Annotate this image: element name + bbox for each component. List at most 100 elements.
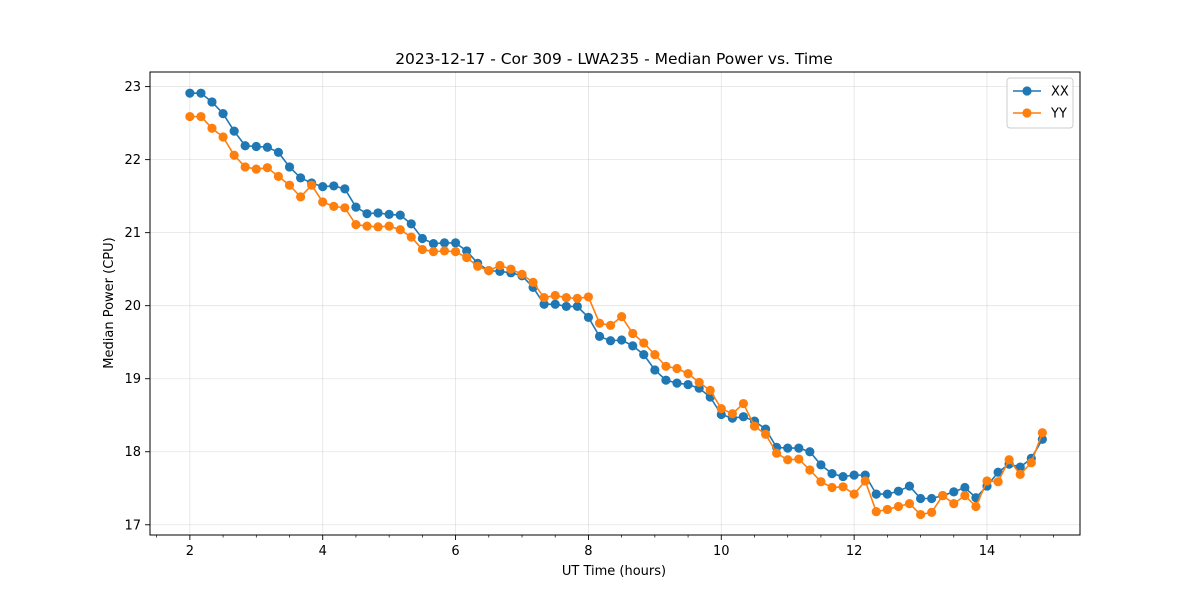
data-point-xx (240, 141, 250, 151)
data-point-xx (196, 88, 206, 98)
data-point-yy (805, 465, 815, 475)
data-point-xx (207, 97, 217, 107)
y-axis-label: Median Power (CPU) (102, 237, 117, 368)
data-point-yy (572, 293, 582, 303)
grid-lines (150, 72, 1080, 535)
data-point-xx (218, 109, 228, 119)
y-axis: 17 18 19 20 21 22 23 (124, 80, 150, 533)
data-point-yy (428, 247, 439, 257)
data-point-xx (783, 443, 793, 453)
data-point-xx (738, 412, 749, 422)
data-point-yy (871, 507, 881, 517)
data-point-xx (572, 301, 582, 312)
x-tick-label: 4 (319, 544, 327, 559)
y-tick-label: 23 (124, 80, 141, 95)
plot-area (185, 88, 1047, 520)
data-point-yy (318, 197, 328, 207)
data-point-yy (783, 455, 793, 465)
data-point-yy (849, 489, 859, 499)
data-point-xx (661, 375, 671, 385)
x-axis-label: UT Time (hours) (562, 564, 666, 579)
data-point-xx (639, 350, 649, 360)
data-point-yy (993, 477, 1003, 487)
data-point-xx (550, 299, 560, 309)
data-point-yy (185, 111, 195, 122)
data-point-yy (417, 244, 427, 255)
data-point-yy (639, 338, 649, 348)
x-tick-label: 6 (451, 544, 459, 559)
data-point-xx (915, 493, 926, 504)
legend-item-yy: YY (1013, 107, 1067, 122)
data-point-yy (484, 266, 494, 276)
data-point-xx (262, 142, 272, 152)
data-point-yy (971, 501, 981, 512)
data-point-xx (229, 126, 239, 136)
data-point-xx (362, 209, 372, 219)
x-axis: 2 4 6 8 10 12 14 (156, 535, 1054, 559)
legend: XX YY (1006, 77, 1074, 129)
series-yy (185, 111, 1047, 520)
data-point-xx (650, 365, 660, 375)
data-point-xx (683, 379, 693, 390)
x-tick-label: 10 (713, 544, 730, 559)
y-tick-label: 22 (124, 153, 141, 168)
data-point-xx (583, 312, 594, 322)
x-tick-label: 8 (584, 544, 592, 559)
data-point-yy (450, 247, 461, 257)
data-point-xx (849, 470, 859, 480)
data-point-xx (893, 486, 904, 496)
data-point-yy (406, 232, 416, 242)
y-tick-label: 18 (124, 445, 141, 460)
data-point-xx (329, 181, 339, 191)
data-point-xx (949, 487, 959, 497)
data-point-yy (362, 221, 372, 231)
data-point-yy (683, 369, 693, 379)
data-point-yy (794, 454, 804, 464)
data-point-xx (816, 460, 826, 470)
data-point-yy (860, 476, 870, 486)
data-point-xx (273, 147, 284, 157)
data-point-xx (373, 208, 383, 218)
data-point-yy (838, 482, 848, 492)
data-point-yy (229, 150, 239, 160)
data-point-yy (240, 162, 250, 172)
data-point-yy (462, 252, 472, 263)
data-point-yy (705, 385, 715, 395)
data-point-yy (893, 501, 904, 512)
data-point-yy (539, 293, 549, 303)
data-point-yy (307, 180, 317, 190)
data-point-xx (428, 239, 439, 249)
data-point-yy (661, 361, 671, 371)
data-point-yy (273, 171, 284, 182)
data-point-xx (594, 331, 605, 341)
data-point-yy (395, 225, 405, 235)
data-point-yy (1037, 428, 1047, 438)
x-tick-label: 12 (846, 544, 863, 559)
data-point-yy (351, 220, 361, 230)
y-tick-label: 19 (124, 372, 141, 387)
data-point-xx (384, 209, 394, 220)
data-point-yy (439, 246, 450, 256)
data-point-xx (284, 162, 295, 172)
legend-marker (1022, 86, 1032, 96)
data-point-yy (583, 292, 594, 302)
data-point-yy (517, 269, 527, 279)
data-point-yy (882, 504, 892, 515)
y-tick-label: 20 (124, 299, 141, 314)
data-point-xx (1015, 462, 1025, 472)
data-point-yy (772, 448, 782, 458)
data-point-yy (373, 222, 383, 232)
data-point-xx (794, 443, 804, 453)
data-point-xx (439, 238, 450, 248)
data-point-xx (295, 173, 306, 183)
legend-item-xx: XX (1013, 85, 1069, 100)
data-point-yy (816, 477, 826, 487)
data-point-xx (351, 202, 361, 212)
data-point-xx (838, 471, 848, 482)
data-point-yy (938, 490, 948, 501)
data-point-yy (284, 180, 295, 190)
data-point-xx (617, 335, 627, 345)
data-point-yy (949, 499, 959, 509)
data-point-xx (185, 88, 195, 98)
